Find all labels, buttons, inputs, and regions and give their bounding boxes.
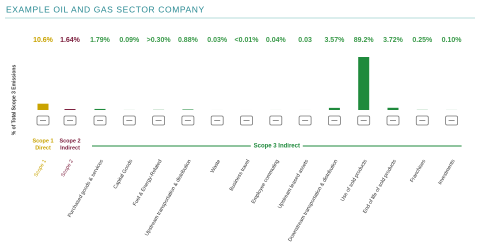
icon <box>122 115 136 126</box>
group-label: Scope 2 <box>59 138 80 144</box>
icon <box>63 115 77 126</box>
icon <box>386 115 400 126</box>
group-label: Scope 1 <box>32 138 53 144</box>
value-label: 0.03% <box>207 37 228 44</box>
value-label: 0.04% <box>266 37 287 44</box>
group-label: Indirect <box>60 145 80 151</box>
category-label: Downstream transportation & distribution <box>287 159 339 242</box>
category-label: Purchased goods & services <box>67 158 105 218</box>
bar <box>64 109 76 110</box>
value-label: 3.57% <box>324 37 345 44</box>
value-label: <0.01% <box>235 37 260 44</box>
icon <box>36 115 50 126</box>
value-label: 0.88% <box>178 37 199 44</box>
value-label: 1.79% <box>90 37 111 44</box>
category-label: Waste <box>210 159 223 175</box>
category-label: Investments <box>437 158 456 186</box>
value-label: 1.64% <box>60 37 81 44</box>
bar <box>182 109 194 110</box>
value-label: 0.25% <box>412 37 433 44</box>
category-label: Fuel & Energy-Related <box>132 159 163 208</box>
bar <box>358 57 370 110</box>
category-label: Scope 1 <box>33 159 48 179</box>
icon <box>269 115 283 126</box>
bar <box>37 103 49 110</box>
chart-title: EXAMPLE OIL AND GAS SECTOR COMPANY <box>6 4 205 14</box>
category-label: Employee commuting <box>251 159 281 205</box>
icon <box>298 115 312 126</box>
bar <box>328 107 340 110</box>
y-axis-label: % of Total Scope 3 Emissions <box>11 65 17 136</box>
bar <box>94 108 106 110</box>
category-label: End of life of sold products <box>362 158 398 214</box>
value-label: 10.6% <box>33 37 54 44</box>
icon <box>93 115 107 126</box>
icon <box>415 115 429 126</box>
value-label: 0.09% <box>119 37 140 44</box>
icon <box>357 115 371 126</box>
value-label: 89.2% <box>354 37 375 44</box>
icon <box>152 115 166 126</box>
icon <box>181 115 195 126</box>
icon <box>327 115 341 126</box>
category-label: Capital Goods <box>113 158 135 190</box>
bar <box>387 107 399 110</box>
category-label: Use of sold products <box>340 158 369 202</box>
group-label: Direct <box>35 145 51 151</box>
icon <box>445 115 459 126</box>
icon <box>240 115 253 126</box>
value-label: 0.03 <box>298 37 312 44</box>
category-label: Scope 2 <box>60 159 75 179</box>
category-label: Franchises <box>409 158 427 183</box>
value-label: 3.72% <box>383 37 404 44</box>
group-label: Scope 3 Indirect <box>254 144 300 150</box>
category-label: Upstream leased assets <box>277 158 310 210</box>
value-label: >0.30% <box>147 37 172 44</box>
category-label: Business travel <box>229 159 252 192</box>
icon <box>210 115 224 126</box>
value-label: 0.10% <box>442 37 463 44</box>
